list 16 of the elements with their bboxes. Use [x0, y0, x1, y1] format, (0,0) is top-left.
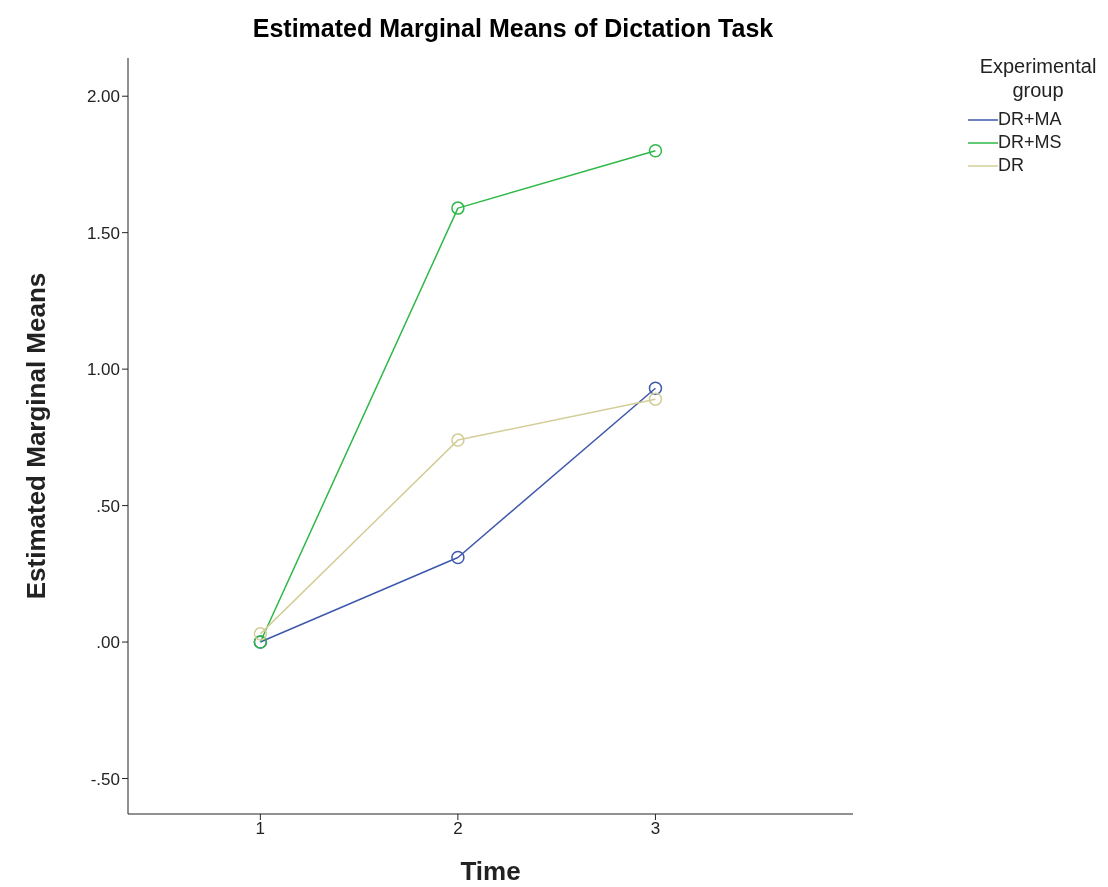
- y-tick-label: 2.00: [86, 87, 120, 107]
- x-tick-label: 2: [453, 819, 463, 839]
- legend-label: DR+MA: [998, 109, 1062, 130]
- chart-title: Estimated Marginal Means of Dictation Task: [251, 13, 775, 44]
- legend-label: DR: [998, 155, 1024, 176]
- x-tick-label: 3: [650, 819, 661, 839]
- y-tick-label: .00: [96, 633, 120, 653]
- x-axis-title: Time: [460, 856, 521, 886]
- y-axis-title: Estimated Marginal Means: [21, 272, 52, 600]
- y-tick-label: -.50: [90, 769, 120, 789]
- y-tick-label: .50: [96, 496, 120, 516]
- y-tick-label: 1.50: [86, 223, 120, 243]
- x-tick-label: 1: [255, 819, 266, 839]
- legend-label: DR+MS: [998, 132, 1062, 153]
- legend-title: Experimental group: [978, 54, 1098, 102]
- y-tick-label: 1.00: [86, 360, 120, 380]
